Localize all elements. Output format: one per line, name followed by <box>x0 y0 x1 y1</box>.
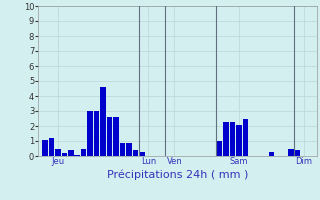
Bar <box>288 148 294 156</box>
Bar <box>94 111 100 156</box>
Bar <box>113 117 119 156</box>
Bar <box>269 152 274 156</box>
Bar <box>49 138 54 156</box>
Bar <box>75 154 80 156</box>
Bar <box>295 150 300 156</box>
Bar <box>61 153 67 156</box>
Bar <box>42 140 48 156</box>
Bar <box>100 87 106 156</box>
Bar <box>139 152 145 156</box>
Bar <box>243 118 248 156</box>
Bar <box>55 148 60 156</box>
Bar <box>236 124 242 156</box>
Bar <box>81 148 86 156</box>
Bar <box>133 150 138 156</box>
Bar <box>223 121 229 156</box>
Bar <box>217 141 222 156</box>
Bar <box>107 117 112 156</box>
Bar <box>126 142 132 156</box>
Bar <box>87 111 93 156</box>
Bar <box>68 150 74 156</box>
X-axis label: Précipitations 24h ( mm ): Précipitations 24h ( mm ) <box>107 169 248 180</box>
Bar <box>120 142 125 156</box>
Bar <box>230 121 236 156</box>
